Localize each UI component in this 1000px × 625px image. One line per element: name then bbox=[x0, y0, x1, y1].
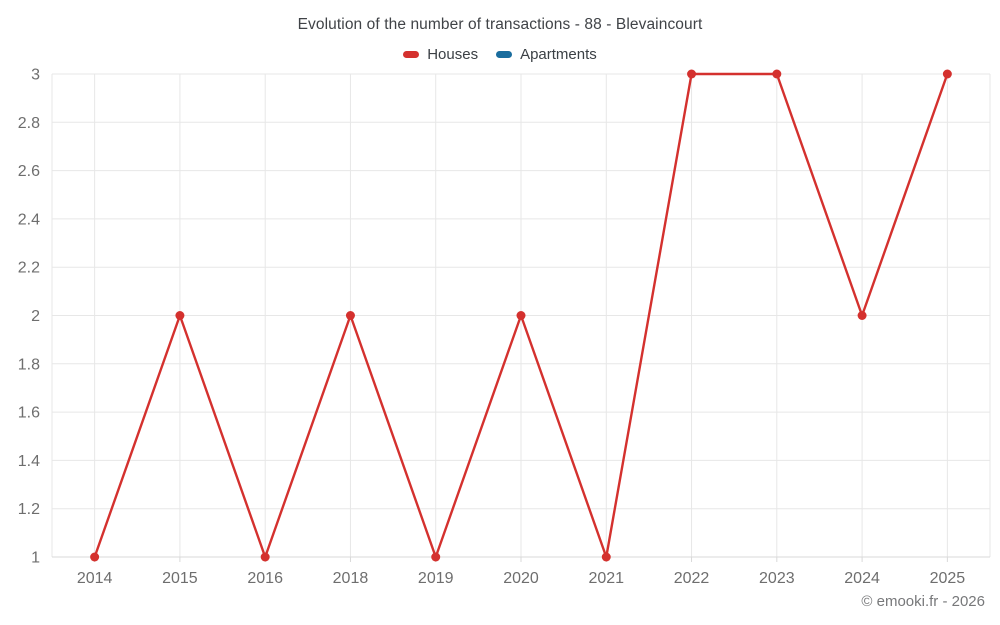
y-tick-label: 2.2 bbox=[18, 260, 40, 277]
legend-item-houses[interactable]: Houses bbox=[403, 46, 478, 63]
y-tick-label: 3 bbox=[31, 67, 40, 84]
y-tick-label: 1.2 bbox=[18, 501, 40, 518]
legend-label-houses: Houses bbox=[427, 46, 479, 63]
y-tick-label: 1 bbox=[31, 550, 40, 567]
x-tick-label: 2015 bbox=[162, 570, 198, 587]
y-tick-label: 2.8 bbox=[18, 115, 40, 132]
data-point-houses-2021[interactable] bbox=[601, 552, 611, 562]
data-point-houses-2016[interactable] bbox=[260, 552, 270, 562]
chart-legend: Houses Apartments bbox=[0, 46, 1000, 63]
data-point-houses-2022[interactable] bbox=[687, 69, 697, 79]
chart-title: Evolution of the number of transactions … bbox=[297, 16, 703, 33]
footer-credit: © emooki.fr - 2026 bbox=[861, 593, 985, 610]
houses-legend-swatch-icon bbox=[403, 51, 420, 58]
y-tick-label: 1.6 bbox=[18, 405, 40, 422]
y-tick-label: 2 bbox=[31, 308, 40, 325]
x-tick-label: 2022 bbox=[674, 570, 710, 587]
x-tick-label: 2014 bbox=[77, 570, 113, 587]
legend-label-apartments: Apartments bbox=[520, 46, 597, 63]
data-point-houses-2014[interactable] bbox=[90, 552, 100, 562]
x-tick-label: 2018 bbox=[333, 570, 369, 587]
axis-labels: 1 1.2 1.4 1.6 1.8 2 2.2 2.4 2.6 2.8 3 2014 2015 2016 2… bbox=[18, 67, 966, 588]
x-tick-label: 2025 bbox=[930, 570, 966, 587]
data-point-houses-2018[interactable] bbox=[345, 311, 355, 320]
x-tick-label: 2023 bbox=[759, 570, 795, 587]
data-point-houses-2023[interactable] bbox=[772, 69, 782, 79]
x-tick-label: 2024 bbox=[844, 570, 880, 587]
data-point-houses-2020[interactable] bbox=[516, 311, 526, 320]
y-tick-label: 1.8 bbox=[18, 356, 40, 373]
legend-item-apartments[interactable]: Apartments bbox=[496, 46, 597, 63]
x-tick-label: 2020 bbox=[503, 570, 539, 587]
data-point-houses-2015[interactable] bbox=[175, 311, 185, 320]
x-tick-label: 2016 bbox=[247, 570, 283, 587]
data-point-houses-2025[interactable] bbox=[942, 69, 952, 79]
data-point-houses-2019[interactable] bbox=[431, 552, 441, 562]
y-tick-label: 2.4 bbox=[18, 211, 40, 228]
data-point-houses-2024[interactable] bbox=[857, 311, 867, 320]
x-tick-label: 2019 bbox=[418, 570, 454, 587]
apartments-legend-swatch-icon bbox=[496, 51, 513, 58]
series-houses bbox=[90, 69, 952, 562]
x-tick-label: 2021 bbox=[588, 570, 624, 587]
y-tick-label: 1.4 bbox=[18, 453, 40, 470]
y-tick-label: 2.6 bbox=[18, 163, 40, 180]
